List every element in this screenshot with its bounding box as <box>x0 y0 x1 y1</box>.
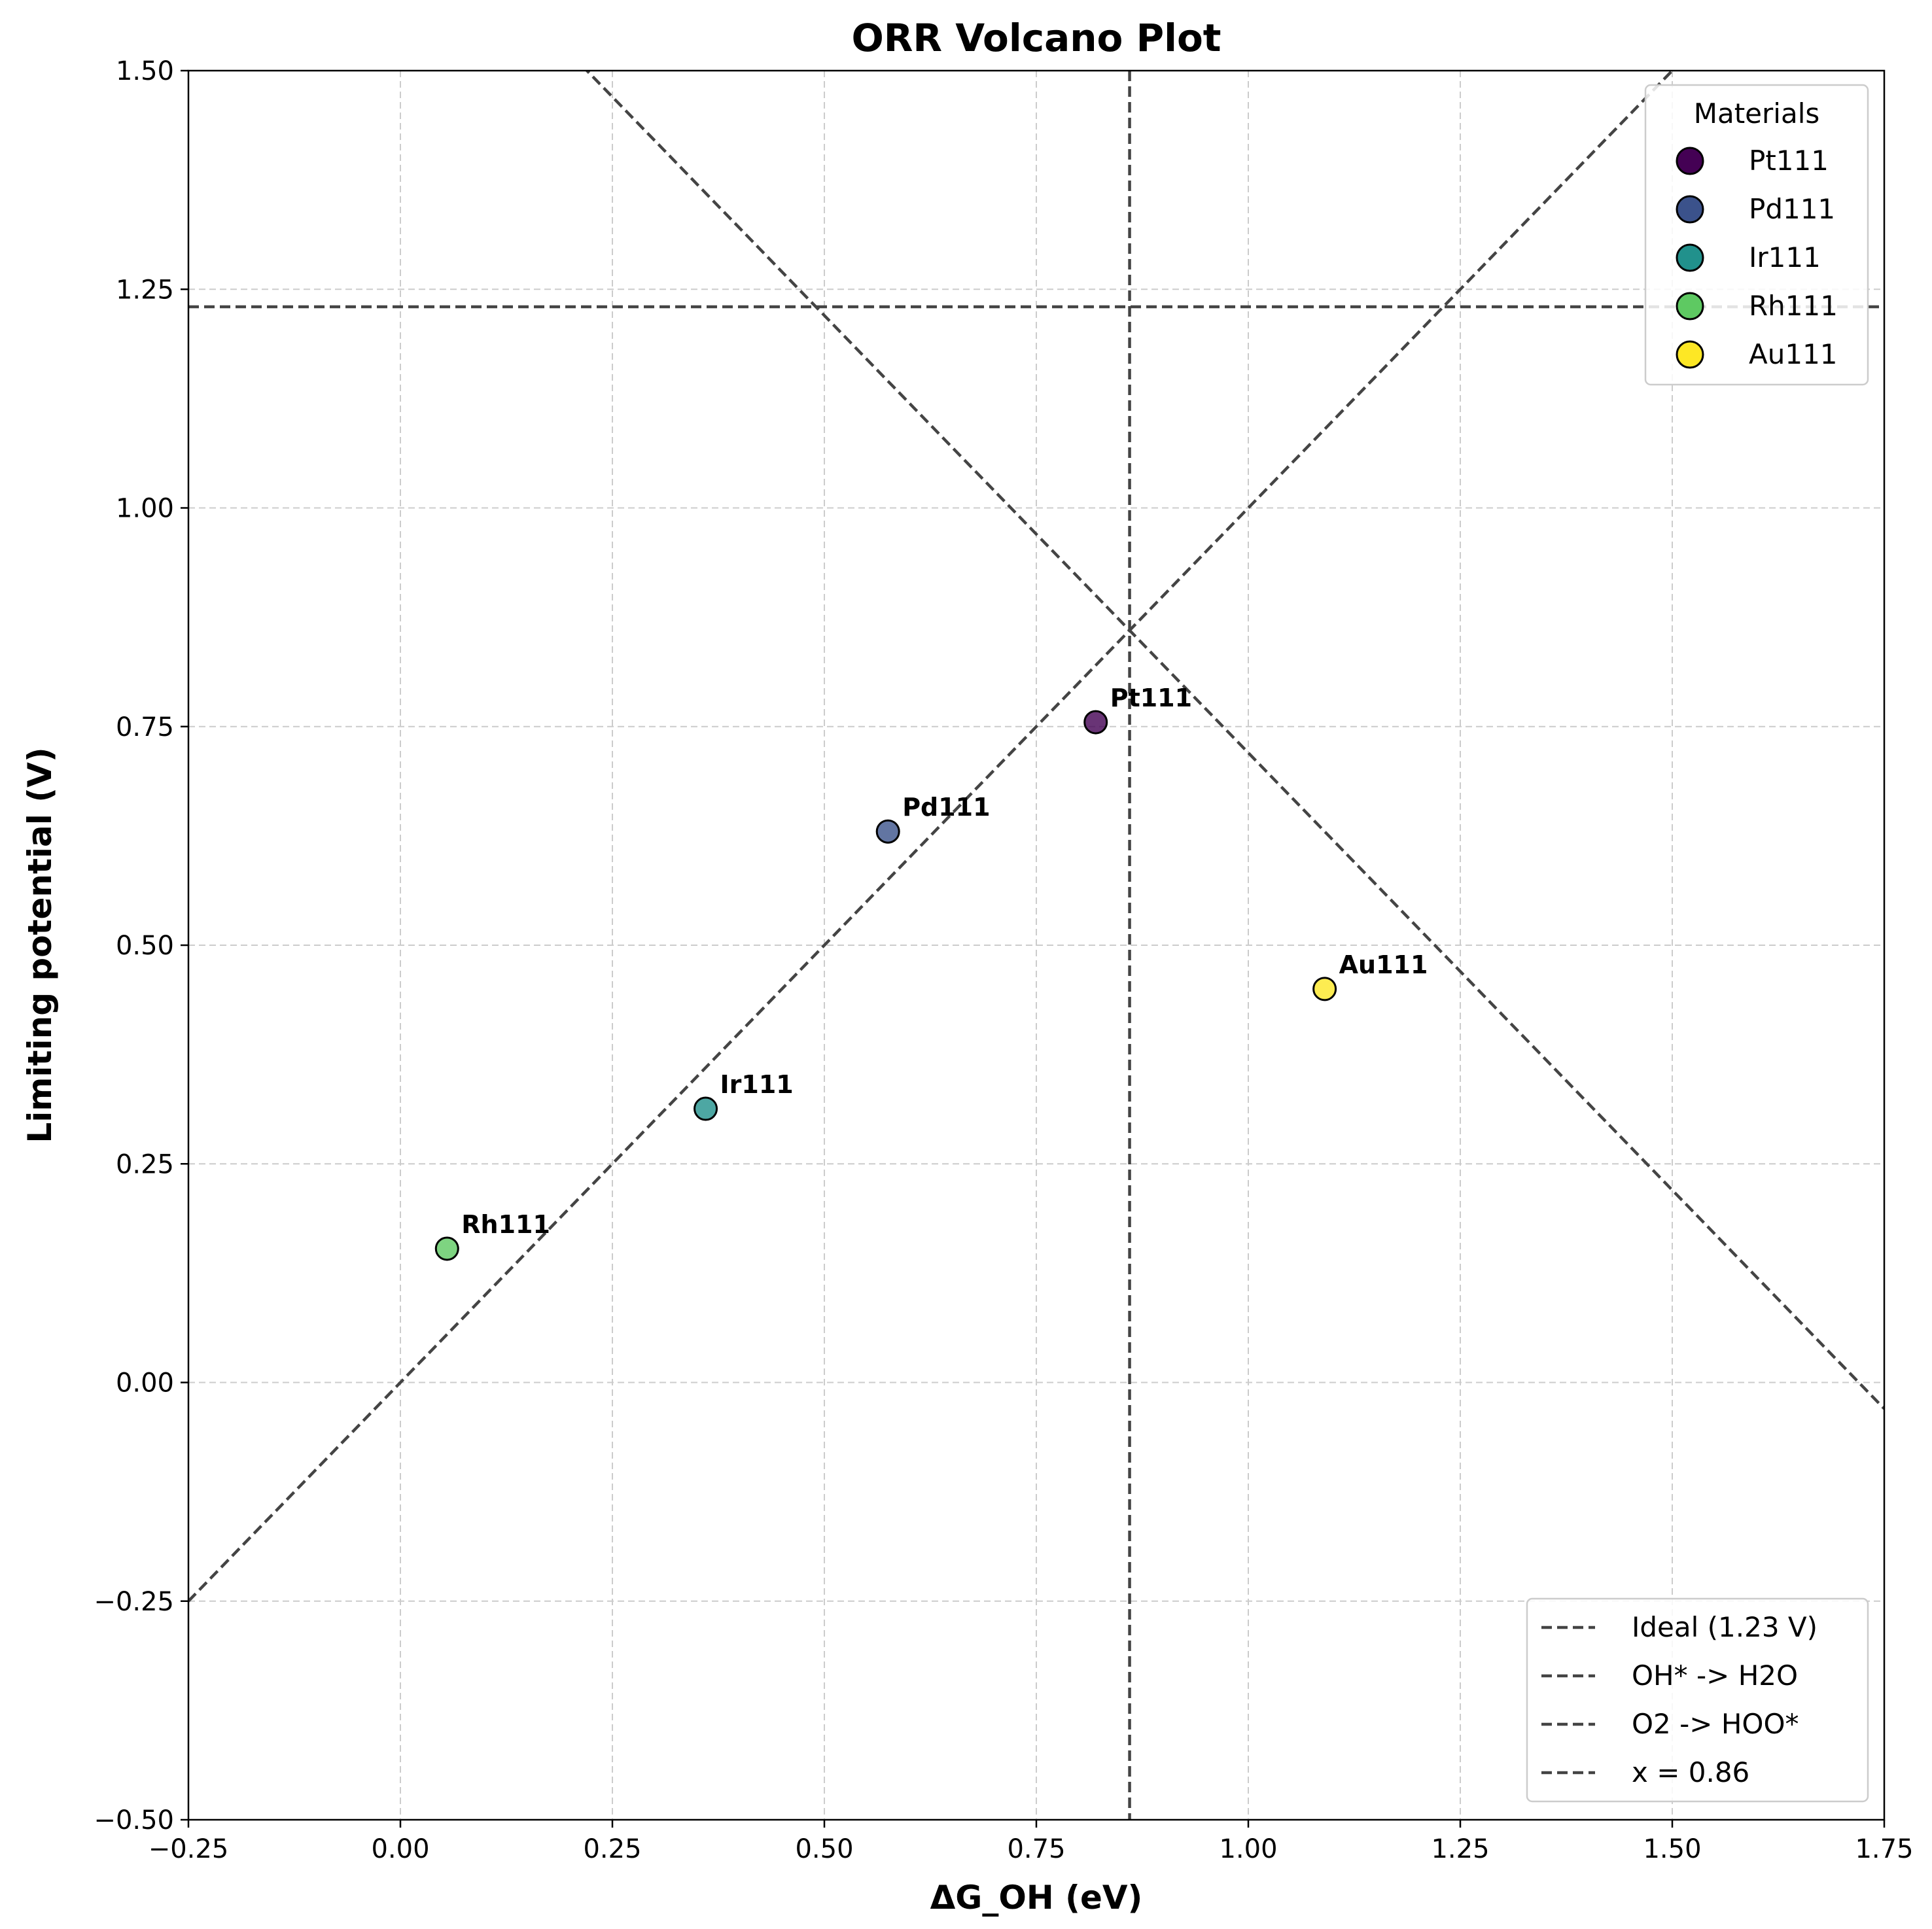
point-label: Pt111 <box>1110 684 1192 712</box>
lines-legend: Ideal (1.23 V) OH* -> H2O O2 -> HOO* x = 0.… <box>1526 1597 1869 1803</box>
x-tick-label: −0.25 <box>149 1834 229 1864</box>
y-tick-label: 0.75 <box>116 712 174 742</box>
y-tick-label: 0.25 <box>116 1149 174 1179</box>
lines-legend-label: O2 -> HOO* <box>1632 1708 1799 1740</box>
point-label: Pd111 <box>902 793 990 822</box>
y-tick-label: 1.50 <box>116 56 174 86</box>
y-tick-label: 0.00 <box>116 1368 174 1399</box>
materials-legend-label: Ir111 <box>1749 241 1821 273</box>
data-point <box>434 1236 459 1261</box>
materials-legend-marker <box>1676 195 1704 224</box>
x-tick-label: 0.25 <box>583 1834 641 1864</box>
data-points: Pt111 Pd111 Ir111 Rh111 Au111 <box>434 684 1428 1261</box>
lines-legend-label: Ideal (1.23 V) <box>1632 1611 1818 1643</box>
materials-legend-marker <box>1676 340 1704 369</box>
materials-legend-marker <box>1676 147 1704 175</box>
lines-legend-label: OH* -> H2O <box>1632 1660 1798 1692</box>
chart-title: ORR Volcano Plot <box>851 16 1221 60</box>
guide-lines <box>188 71 1884 1820</box>
y-tick-label: 1.25 <box>116 275 174 305</box>
lines-legend-box <box>1526 1597 1869 1803</box>
data-point <box>1083 710 1108 735</box>
y-tick-label: 1.00 <box>116 494 174 524</box>
data-point <box>875 819 900 844</box>
data-point <box>694 1096 718 1121</box>
materials-legend: Materials Pt111 Pd111 Ir111 Rh111 Au111 <box>1644 84 1869 386</box>
guide-line <box>188 71 1675 1603</box>
y-tick-label: −0.25 <box>94 1587 174 1617</box>
materials-legend-label: Pt111 <box>1749 145 1829 177</box>
point-label: Au111 <box>1339 950 1428 979</box>
x-tick-label: 0.00 <box>371 1834 429 1864</box>
x-tick-label: 0.75 <box>1007 1834 1065 1864</box>
x-axis-title: ΔG_OH (eV) <box>930 1879 1143 1917</box>
point-label: Rh111 <box>461 1210 550 1239</box>
materials-legend-label: Au111 <box>1749 338 1838 370</box>
x-tick-label: 1.75 <box>1855 1834 1913 1864</box>
materials-legend-label: Pd111 <box>1749 193 1835 225</box>
guide-line <box>584 71 1884 1410</box>
materials-legend-title: Materials <box>1694 97 1820 130</box>
y-axis-title: Limiting potential (V) <box>21 747 59 1143</box>
data-point <box>1312 977 1337 1001</box>
materials-legend-marker <box>1676 292 1704 321</box>
axis-ticks: −0.25 0.00 0.25 0.50 0.75 1.00 1.25 1.50 1.75 −0.… <box>94 56 1913 1864</box>
y-tick-label: −0.50 <box>94 1805 174 1835</box>
point-label: Ir111 <box>720 1070 794 1099</box>
x-tick-label: 0.50 <box>795 1834 853 1864</box>
x-tick-label: 1.25 <box>1431 1834 1489 1864</box>
materials-legend-label: Rh111 <box>1749 290 1838 322</box>
x-tick-label: 1.00 <box>1219 1834 1277 1864</box>
lines-legend-label: x = 0.86 <box>1632 1756 1749 1788</box>
x-tick-label: 1.50 <box>1643 1834 1701 1864</box>
materials-legend-marker <box>1676 243 1704 272</box>
y-tick-label: 0.50 <box>116 931 174 961</box>
